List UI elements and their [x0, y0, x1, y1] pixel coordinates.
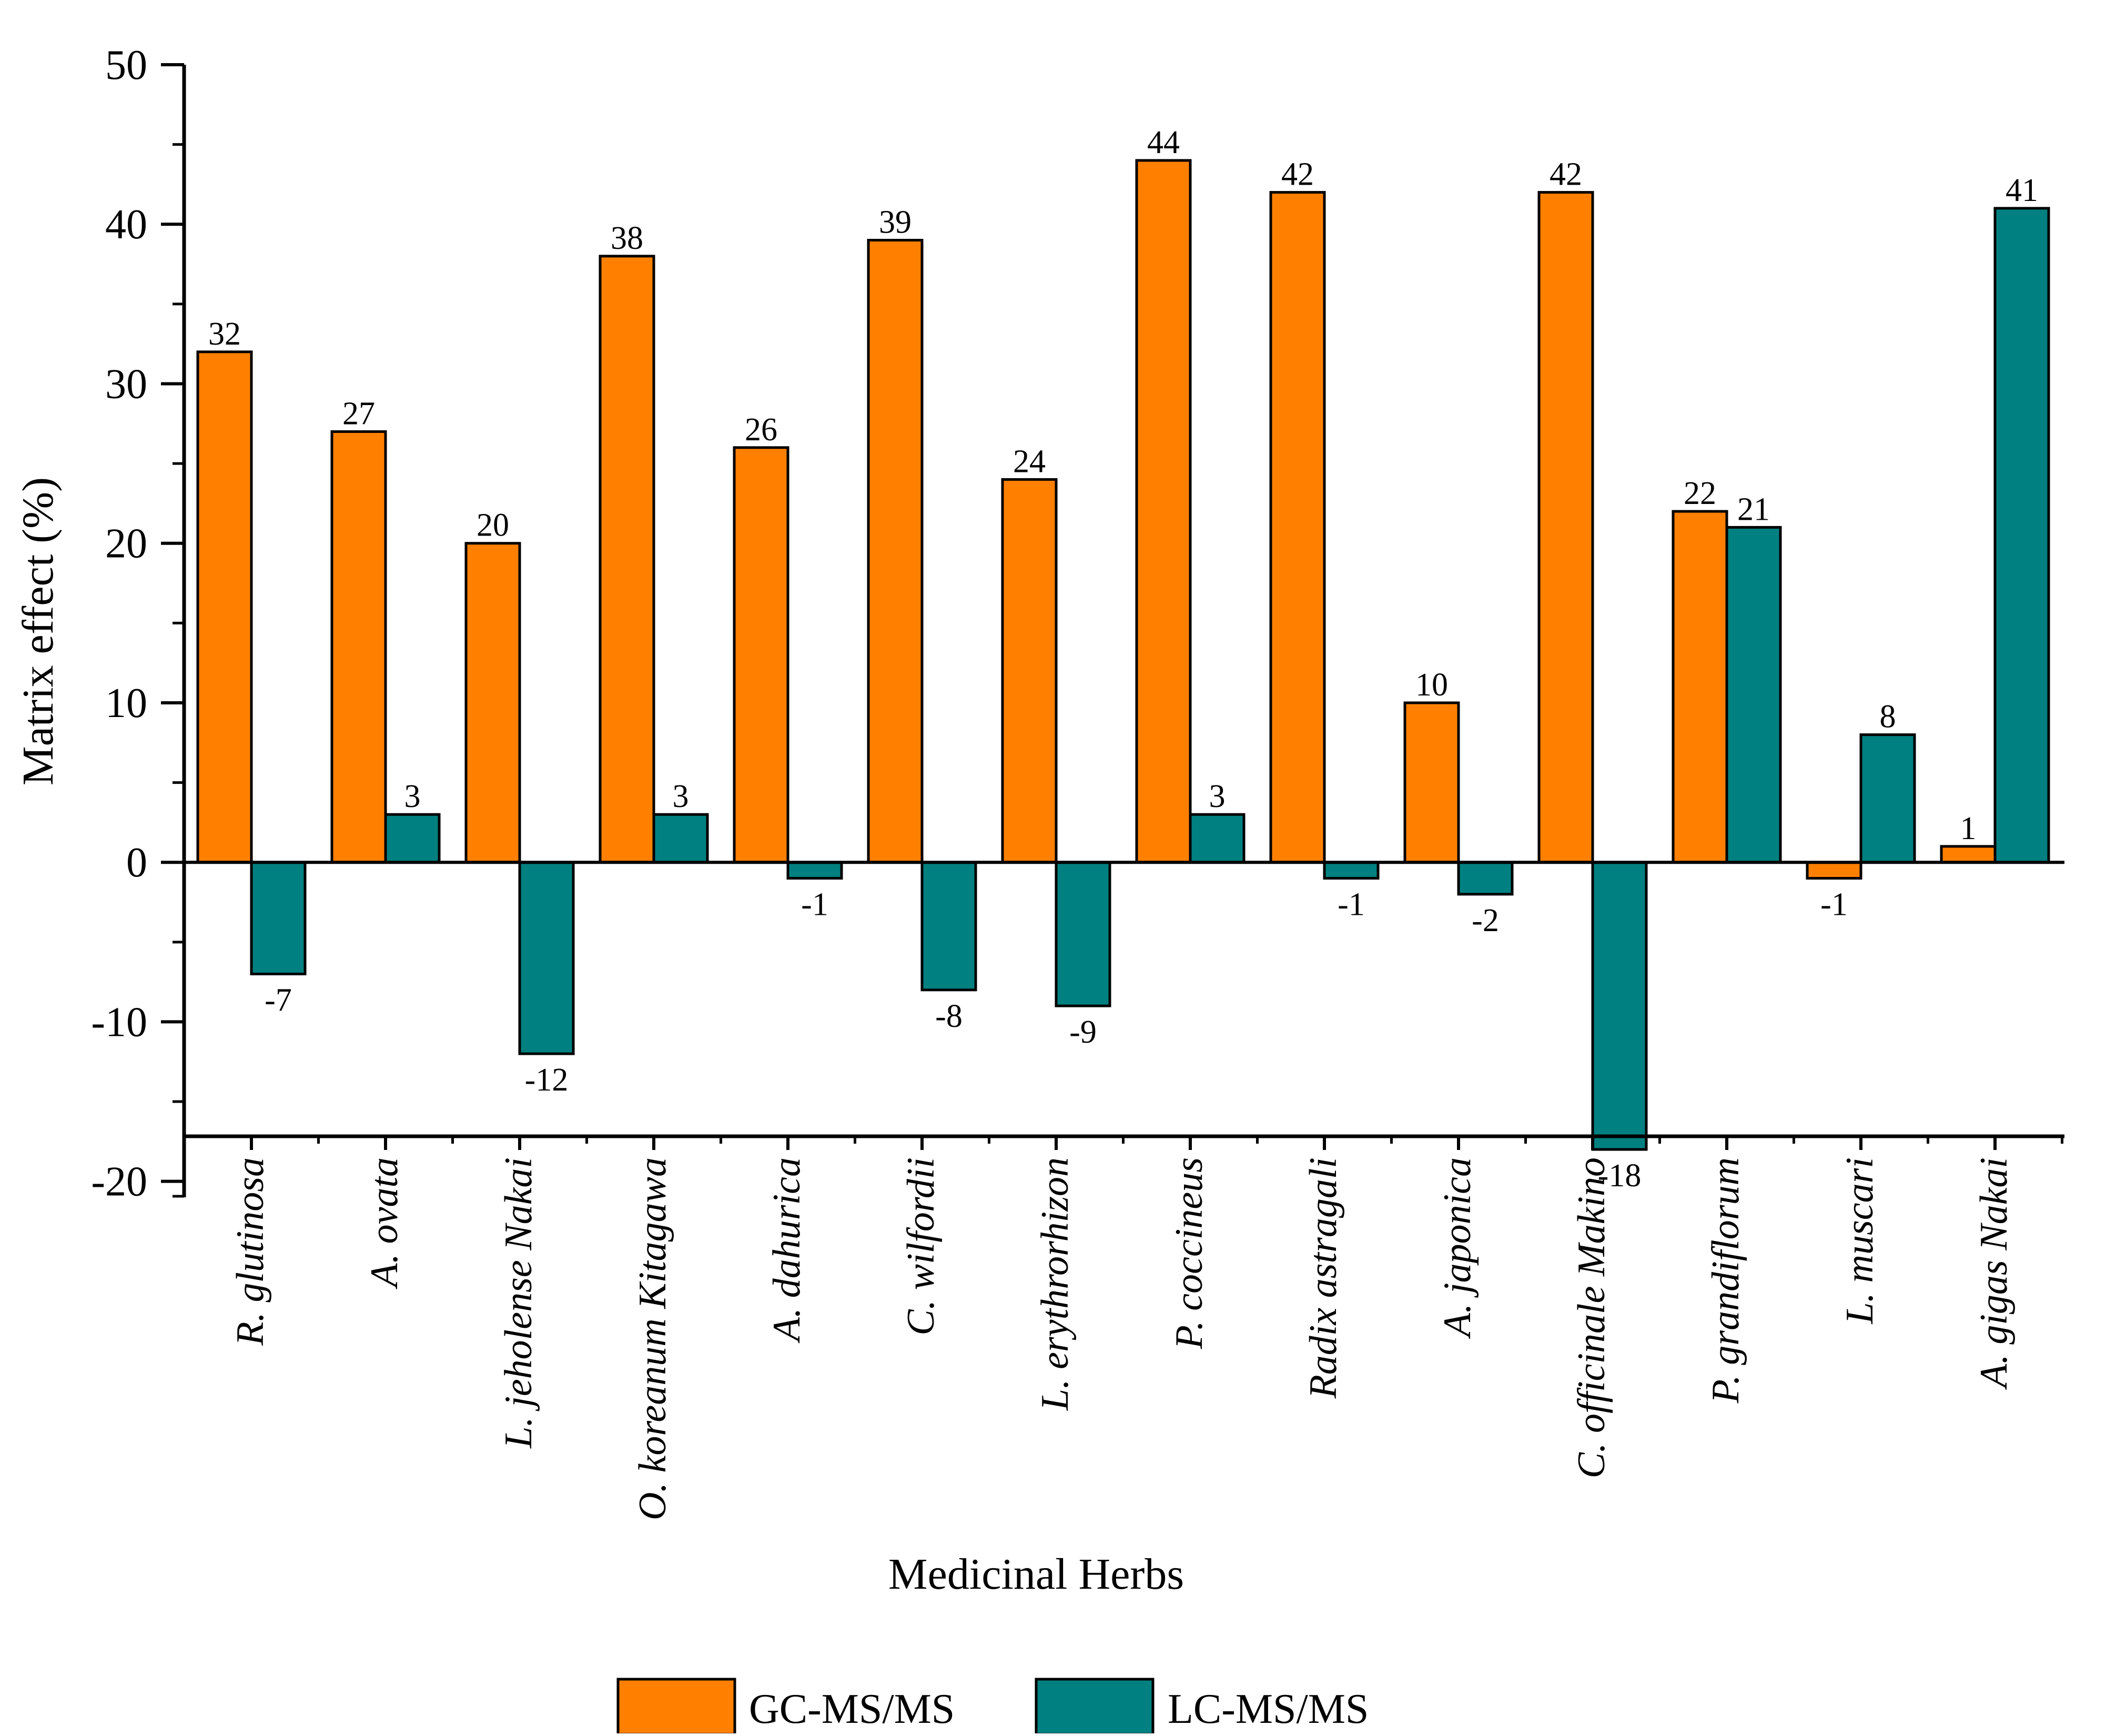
gc-bar-6 [867, 239, 924, 864]
gc-bar-4 [599, 255, 655, 864]
lc-bar-8 [1189, 813, 1246, 864]
y-tick-label: 40 [105, 201, 147, 248]
lc-value-label-4: 3 [673, 779, 689, 814]
category-label-9: Radix astragali [1302, 1157, 1345, 1399]
y-axis-title: Matrix effect (%) [14, 477, 63, 785]
lc-value-label-12: 21 [1737, 491, 1770, 527]
gc-bar-3 [464, 542, 521, 864]
lc-value-label-7: -9 [1069, 1014, 1097, 1050]
lc-bar-12 [1725, 526, 1782, 864]
lc-value-label-1: -7 [265, 982, 292, 1018]
lc-bar-14 [1993, 207, 2050, 864]
category-label-12: P. grandiflorum [1704, 1157, 1747, 1404]
lc-bar-7 [1055, 861, 1111, 1007]
gc-bar-7 [1001, 478, 1058, 864]
gc-bar-8 [1135, 159, 1192, 864]
gc-value-label-5: 26 [745, 412, 777, 448]
lc-bar-4 [652, 813, 709, 864]
legend-swatch-1 [616, 1678, 736, 1736]
category-label-2: A. ovata [363, 1157, 406, 1290]
category-label-4: O. koreanum Kitagawa [631, 1157, 674, 1520]
gc-value-label-10: 10 [1415, 667, 1448, 703]
gc-value-label-9: 42 [1281, 157, 1314, 193]
category-label-13: L. muscari [1838, 1157, 1881, 1325]
gc-bar-13 [1806, 861, 1862, 880]
gc-value-label-11: 42 [1550, 157, 1582, 193]
y-tick-label: 20 [105, 521, 147, 567]
y-tick-label: 30 [105, 361, 147, 407]
gc-value-label-2: 27 [342, 396, 375, 431]
legend-label-1: GC-MS/MS [749, 1686, 955, 1732]
gc-value-label-7: 24 [1013, 443, 1046, 479]
gc-value-label-6: 39 [879, 205, 912, 240]
x-axis-title: Medicinal Herbs [888, 1550, 1184, 1599]
category-label-8: P. coccineus [1168, 1157, 1211, 1349]
gc-value-label-12: 22 [1684, 476, 1716, 511]
gc-value-label-1: 32 [208, 316, 241, 352]
lc-bar-1 [250, 861, 307, 975]
gc-bar-1 [196, 350, 253, 864]
lc-bar-5 [786, 861, 843, 880]
gc-value-label-8: 44 [1147, 125, 1180, 160]
gc-value-label-3: 20 [477, 508, 509, 543]
category-label-11: C. officinale Makino [1570, 1157, 1613, 1478]
gc-bar-12 [1672, 510, 1728, 864]
lc-value-label-9: -1 [1338, 887, 1365, 923]
lc-value-label-3: -12 [525, 1062, 569, 1098]
y-tick-label: 10 [105, 680, 147, 726]
category-label-3: L. jeholense Nakai [497, 1157, 540, 1449]
bars-layer [196, 159, 2050, 1151]
category-label-5: A. dahurica [765, 1157, 808, 1344]
lc-value-label-13: 8 [1880, 699, 1896, 735]
gc-bar-2 [330, 430, 387, 864]
category-label-10: A. japonica [1436, 1157, 1479, 1339]
lc-value-label-6: -8 [935, 998, 963, 1034]
gc-bar-10 [1403, 701, 1460, 864]
lc-bar-3 [518, 861, 575, 1055]
category-label-6: C. wilfordii [899, 1157, 943, 1336]
lc-value-label-11: -18 [1598, 1158, 1642, 1194]
gc-bar-11 [1537, 191, 1594, 864]
lc-bar-11 [1591, 861, 1648, 1151]
lc-bar-10 [1457, 861, 1514, 896]
category-label-1: R. glutinosa [229, 1157, 272, 1346]
category-label-7: L. erythrorhizon [1034, 1157, 1077, 1411]
gc-value-label-4: 38 [611, 220, 643, 256]
lc-value-label-8: 3 [1209, 779, 1226, 814]
lc-value-label-10: -2 [1472, 903, 1499, 938]
data-labels-layer: 32 -7 27 3 20 -12 38 3 26 -1 39 -8 24 -9 44 3 42 -1 10 -2 42… [208, 125, 2038, 1194]
legend-label-2: LC-MS/MS [1168, 1686, 1369, 1732]
lc-bar-2 [384, 813, 441, 864]
lc-value-label-5: -1 [801, 887, 828, 923]
lc-value-label-2: 3 [404, 779, 421, 814]
y-tick-label: 0 [126, 840, 147, 886]
gc-bar-9 [1269, 191, 1326, 864]
y-tick-label: -20 [91, 1159, 147, 1205]
lc-bar-9 [1323, 861, 1380, 880]
gc-bar-5 [733, 446, 789, 864]
category-label-14: A. gigas Nakai [1972, 1157, 2016, 1390]
legend-swatch-2 [1035, 1678, 1155, 1736]
y-tick-label: -10 [91, 999, 147, 1045]
lc-bar-13 [1859, 733, 1916, 864]
legend: GC-MS/MS LC-MS/MS [616, 1678, 1369, 1736]
gc-value-label-14: 1 [1960, 811, 1977, 846]
lc-bar-6 [920, 861, 977, 992]
gc-bar-14 [1940, 845, 1997, 864]
y-tick-label: 50 [105, 42, 147, 88]
axes-layer: R. glutinosa A. ovata L. jeholense Nakai O.… [91, 42, 2064, 1520]
lc-value-label-14: 41 [2006, 173, 2038, 208]
gc-value-label-13: -1 [1820, 887, 1848, 923]
